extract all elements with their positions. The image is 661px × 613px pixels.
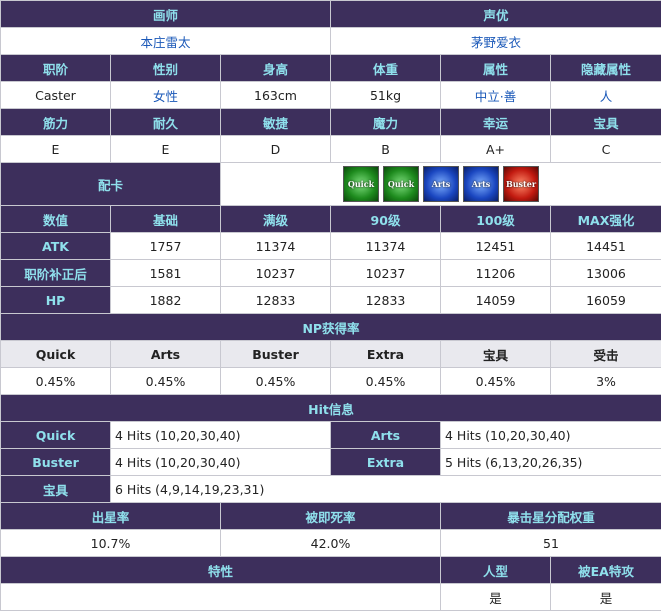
atk-max-enhance: 14451 <box>550 232 661 260</box>
table-row: ATK 1757 11374 11374 12451 14451 <box>0 232 661 260</box>
height-value: 163cm <box>220 81 331 109</box>
buster-card-icon: Buster <box>503 166 539 202</box>
np-gain-title: NP获得率 <box>0 313 661 341</box>
luck-header: 幸运 <box>440 108 551 136</box>
star-weight-value: 51 <box>440 529 661 557</box>
agility-header: 敏捷 <box>220 108 331 136</box>
np-defense-value: 3% <box>550 367 661 395</box>
ea-weak-header: 被EA特攻 <box>550 556 661 584</box>
death-rate-header: 被即死率 <box>220 502 441 530</box>
atk-90: 11374 <box>330 232 441 260</box>
class-corrected-label: 职阶补正后 <box>0 259 111 287</box>
corrected-base: 1581 <box>110 259 221 287</box>
hit-buster-value: 4 Hits (10,20,30,40) <box>110 448 331 476</box>
deck-cards: Quick Quick Arts Arts Buster <box>220 162 661 206</box>
gender-header: 性别 <box>110 54 221 82</box>
hit-np-value: 6 Hits (4,9,14,19,23,31) <box>110 475 661 503</box>
quick-card-icon: Quick <box>383 166 419 202</box>
strength-value: E <box>0 135 111 163</box>
death-rate-value: 42.0% <box>220 529 441 557</box>
corrected-100: 11206 <box>440 259 551 287</box>
artist-link[interactable]: 本庄雷太 <box>0 27 331 55</box>
luck-value: A+ <box>440 135 551 163</box>
hp-max: 12833 <box>220 286 331 314</box>
hit-arts-value: 4 Hits (10,20,30,40) <box>440 421 661 449</box>
hidden-attribute-header: 隐藏属性 <box>550 54 661 82</box>
np-defense-header: 受击 <box>550 340 661 368</box>
gender-link[interactable]: 女性 <box>110 81 221 109</box>
np-buster-value: 0.45% <box>220 367 331 395</box>
voice-link[interactable]: 茅野爱衣 <box>330 27 661 55</box>
quick-card-icon: Quick <box>343 166 379 202</box>
hit-info-title: Hit信息 <box>0 394 661 422</box>
hp-100: 14059 <box>440 286 551 314</box>
hp-max-enhance: 16059 <box>550 286 661 314</box>
humanoid-header: 人型 <box>440 556 551 584</box>
np-np-header: 宝具 <box>440 340 551 368</box>
stat-name-header: 数值 <box>0 205 111 233</box>
hp-base: 1882 <box>110 286 221 314</box>
np-arts-value: 0.45% <box>110 367 221 395</box>
height-header: 身高 <box>220 54 331 82</box>
hit-quick-label: Quick <box>0 421 111 449</box>
hp-90: 12833 <box>330 286 441 314</box>
class-value: Caster <box>0 81 111 109</box>
attribute-link[interactable]: 中立·善 <box>440 81 551 109</box>
corrected-max: 10237 <box>220 259 331 287</box>
hit-extra-value: 5 Hits (6,13,20,26,35) <box>440 448 661 476</box>
weight-value: 51kg <box>330 81 441 109</box>
level-100-header: 100级 <box>440 205 551 233</box>
corrected-90: 10237 <box>330 259 441 287</box>
np-arts-header: Arts <box>110 340 221 368</box>
atk-base: 1757 <box>110 232 221 260</box>
corrected-max-enhance: 13006 <box>550 259 661 287</box>
table-row: HP 1882 12833 12833 14059 16059 <box>0 286 661 314</box>
strength-header: 筋力 <box>0 108 111 136</box>
hit-arts-label: Arts <box>330 421 441 449</box>
hp-label: HP <box>0 286 111 314</box>
atk-100: 12451 <box>440 232 551 260</box>
deck-header: 配卡 <box>0 162 221 206</box>
atk-max: 11374 <box>220 232 331 260</box>
weight-header: 体重 <box>330 54 441 82</box>
np-param-value: C <box>550 135 661 163</box>
hit-quick-value: 4 Hits (10,20,30,40) <box>110 421 331 449</box>
np-extra-header: Extra <box>330 340 441 368</box>
table-row: 职阶补正后 1581 10237 10237 11206 13006 <box>0 259 661 287</box>
level-90-header: 90级 <box>330 205 441 233</box>
np-np-value: 0.45% <box>440 367 551 395</box>
hit-extra-label: Extra <box>330 448 441 476</box>
attribute-header: 属性 <box>440 54 551 82</box>
max-enhance-header: MAX强化 <box>550 205 661 233</box>
ea-weak-value: 是 <box>550 583 661 611</box>
endurance-value: E <box>110 135 221 163</box>
mana-value: B <box>330 135 441 163</box>
max-level-header: 满级 <box>220 205 331 233</box>
class-header: 职阶 <box>0 54 111 82</box>
traits-header: 特性 <box>0 556 441 584</box>
hit-buster-label: Buster <box>0 448 111 476</box>
agility-value: D <box>220 135 331 163</box>
endurance-header: 耐久 <box>110 108 221 136</box>
base-header: 基础 <box>110 205 221 233</box>
humanoid-value: 是 <box>440 583 551 611</box>
star-rate-header: 出星率 <box>0 502 221 530</box>
star-rate-value: 10.7% <box>0 529 221 557</box>
np-param-header: 宝具 <box>550 108 661 136</box>
traits-value <box>0 583 441 611</box>
voice-header: 声优 <box>330 0 661 28</box>
hidden-attribute-link[interactable]: 人 <box>550 81 661 109</box>
arts-card-icon: Arts <box>463 166 499 202</box>
atk-label: ATK <box>0 232 111 260</box>
arts-card-icon: Arts <box>423 166 459 202</box>
artist-header: 画师 <box>0 0 331 28</box>
np-quick-header: Quick <box>0 340 111 368</box>
hit-np-label: 宝具 <box>0 475 111 503</box>
np-quick-value: 0.45% <box>0 367 111 395</box>
mana-header: 魔力 <box>330 108 441 136</box>
star-weight-header: 暴击星分配权重 <box>440 502 661 530</box>
np-extra-value: 0.45% <box>330 367 441 395</box>
np-buster-header: Buster <box>220 340 331 368</box>
